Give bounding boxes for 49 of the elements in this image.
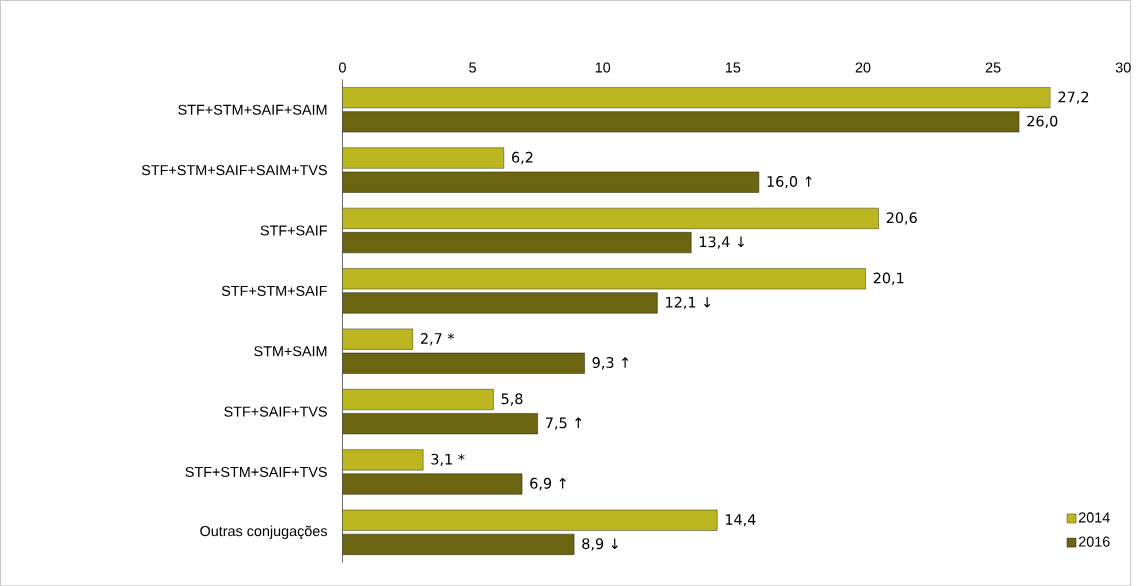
- data-label: 14,4: [725, 514, 756, 527]
- y-tick-label: STF+STM+SAIF: [221, 285, 327, 296]
- x-tick-label: 0: [339, 62, 346, 73]
- data-label: 27,2: [1058, 91, 1089, 104]
- bar: [342, 352, 585, 374]
- y-tick-label: STF+SAIF+TVS: [224, 406, 327, 417]
- bar: [342, 171, 760, 193]
- y-tick-label: STF+STM+SAIF+SAIM+TVS: [141, 164, 327, 176]
- data-label: 3,1 *: [431, 453, 465, 466]
- x-tick-label: 20: [855, 62, 871, 73]
- y-tick-label: STM+SAIM: [254, 345, 327, 357]
- bar: [342, 388, 494, 410]
- y-tick-label: STF+SAIF: [260, 225, 327, 236]
- bar: [342, 147, 505, 169]
- bar: [342, 111, 1020, 133]
- bar: [342, 473, 523, 495]
- bar: [342, 207, 879, 229]
- x-tick-label: 10: [595, 62, 611, 73]
- x-tick-label: 15: [725, 62, 741, 73]
- x-tick-label: 5: [469, 62, 476, 73]
- bar: [342, 413, 538, 435]
- x-tick-label: 30: [1115, 62, 1131, 73]
- data-label: 6,9 ↑: [530, 477, 566, 491]
- bar: [342, 328, 413, 350]
- y-tick-label: STF+STM+SAIF+SAIM: [178, 104, 327, 115]
- data-label: 16,0 ↑: [767, 175, 812, 189]
- data-label: 26,0: [1027, 115, 1058, 128]
- data-label: 20,6: [886, 212, 917, 225]
- bar: [342, 449, 424, 471]
- data-label: 8,9 ↓: [582, 538, 618, 551]
- data-label: 9,3 ↑: [592, 356, 629, 370]
- data-label: 6,2: [512, 151, 533, 165]
- data-label: 12,1 ↓: [666, 296, 711, 309]
- data-label: 5,8: [501, 393, 523, 406]
- bar: [342, 533, 575, 555]
- legend-label: 2014: [1078, 512, 1110, 523]
- y-tick-label: Outras conjugações: [200, 525, 327, 539]
- data-label: 20,1: [873, 272, 904, 285]
- data-label: 13,4 ↓: [699, 236, 745, 249]
- bar: [342, 231, 692, 253]
- legend-label: 2016: [1078, 536, 1110, 547]
- y-tick-label: STF+STM+SAIF+TVS: [185, 466, 327, 477]
- data-label: 2,7 *: [420, 332, 455, 346]
- bar: [342, 87, 1051, 109]
- bar: [342, 268, 866, 290]
- bar: [342, 509, 718, 531]
- bar: [342, 292, 658, 314]
- data-label: 7,5 ↑: [546, 417, 582, 430]
- x-tick-label: 25: [985, 62, 1001, 73]
